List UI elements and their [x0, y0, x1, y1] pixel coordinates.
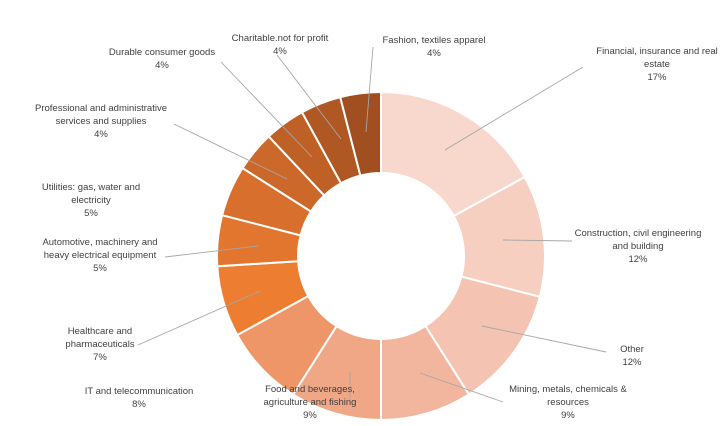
value-label-charitable-not-for-profit: 4%: [273, 46, 287, 57]
value-label-food-and-beverages-agriculture-and-fishing: 9%: [303, 410, 317, 421]
slice-financial-insurance-and-real-estate: [380, 90, 527, 218]
data-label-charitable-not-for-profit: Charitable.not for profit: [232, 33, 329, 44]
value-label-durable-consumer-goods: 4%: [155, 60, 169, 71]
value-label-automotive-machinery-and-heavy-electrical-equipment: 5%: [93, 263, 107, 274]
donut-slices: [216, 90, 546, 422]
leader-line-healthcare-and-pharmaceuticals: [137, 290, 261, 346]
data-labels: Financial, insurance and real estate 17% Co…: [35, 33, 718, 421]
leader-line-professional-and-administrative-services-and-supplies: [173, 123, 288, 180]
leader-line-durable-consumer-goods: [220, 61, 313, 158]
value-label-construction-civil-engineering-and-building: 12%: [628, 254, 648, 265]
leader-lines: [137, 46, 607, 403]
value-label-mining-metals-chemicals-resources: 9%: [561, 410, 575, 421]
data-label-other: Other: [620, 344, 644, 355]
data-label-automotive-machinery-and-heavy-electrical-equipment: Automotive, machinery and heavy electrica…: [42, 237, 157, 261]
leader-line-mining-metals-chemicals-resources: [419, 372, 504, 403]
value-label-healthcare-and-pharmaceuticals: 7%: [93, 352, 107, 363]
value-label-fashion-textiles-apparel: 4%: [427, 48, 441, 59]
slice-fashion-textiles-apparel: [338, 90, 382, 177]
data-label-fashion-textiles-apparel: Fashion, textiles apparel: [383, 35, 486, 46]
leader-line-other: [481, 325, 607, 353]
leader-line-charitable-not-for-profit: [276, 54, 342, 140]
value-label-it-and-telecommunication: 8%: [132, 399, 146, 410]
value-label-financial-insurance-and-real-estate: 17%: [647, 72, 667, 83]
data-label-professional-and-administrative-services-and-supplies: Professional and administrative services …: [35, 103, 167, 127]
data-label-healthcare-and-pharmaceuticals: Healthcare and pharmaceuticals: [65, 326, 134, 350]
leader-line-automotive-machinery-and-heavy-electrical-equipment: [164, 245, 259, 258]
leader-line-fashion-textiles-apparel: [365, 46, 374, 133]
data-label-financial-insurance-and-real-estate: Financial, insurance and real estate: [596, 46, 717, 70]
data-label-mining-metals-chemicals-resources: Mining, metals, chemicals & resources: [509, 384, 627, 408]
value-label-professional-and-administrative-services-and-supplies: 4%: [94, 129, 108, 140]
data-label-it-and-telecommunication: IT and telecommunication: [85, 386, 194, 397]
value-label-utilities-gas-water-and-electricity: 5%: [84, 208, 98, 219]
data-label-construction-civil-engineering-and-building: Construction, civil engineering and build…: [575, 228, 702, 252]
data-label-food-and-beverages-agriculture-and-fishing: Food and beverages, agriculture and fishi…: [264, 384, 357, 408]
leader-line-construction-civil-engineering-and-building: [502, 239, 573, 242]
data-label-durable-consumer-goods: Durable consumer goods: [109, 47, 215, 58]
value-label-other: 12%: [622, 357, 642, 368]
data-label-utilities-gas-water-and-electricity: Utilities: gas, water and electricity: [42, 182, 140, 206]
leader-line-financial-insurance-and-real-estate: [444, 66, 584, 151]
